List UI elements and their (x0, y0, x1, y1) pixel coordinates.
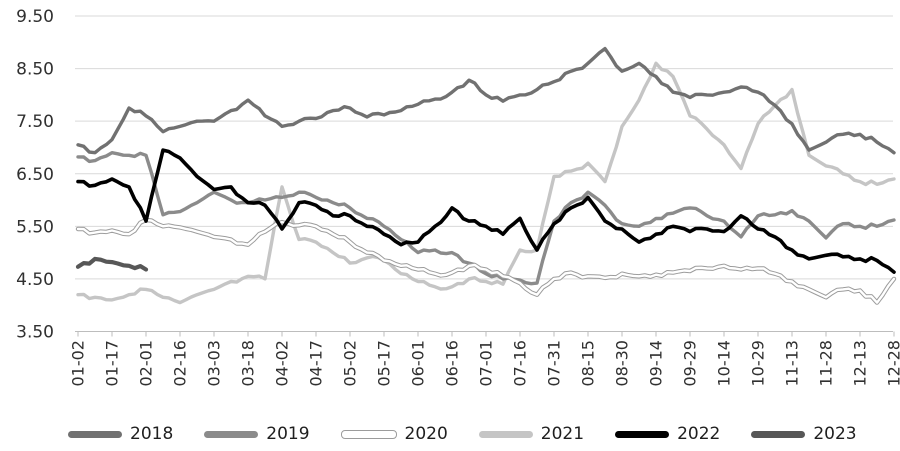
y-tick-label: 3.50 (16, 323, 54, 343)
x-tick-label: 07-31 (545, 340, 564, 387)
legend-swatch-2023 (751, 430, 806, 438)
line-chart-plot: 9.50 8.50 7.50 6.50 5.50 4.50 3.50 01-02 01-17 02… (16, 7, 900, 387)
legend-label: 2023 (813, 423, 857, 444)
x-tick-label: 02-01 (137, 340, 156, 387)
series-2019-line (76, 151, 896, 286)
legend-item-2019: 2019 (204, 423, 310, 444)
series-2018-line (76, 46, 896, 155)
legend-item-2021: 2021 (478, 423, 585, 444)
legend-swatch-2019 (204, 430, 259, 438)
series-2023-line (75, 256, 149, 272)
x-tick-label: 09-14 (647, 340, 666, 387)
x-tick-label: 12-13 (851, 340, 870, 387)
legend-label: 2021 (540, 423, 585, 444)
legend-label: 2022 (677, 423, 721, 444)
x-tick-label: 07-01 (477, 340, 496, 387)
x-tick-label: 04-02 (273, 340, 292, 387)
x-tick-label: 08-30 (613, 340, 632, 387)
x-tick-label: 03-18 (239, 340, 258, 387)
x-tick-label: 09-29 (681, 340, 700, 387)
legend-item-2022: 2022 (615, 423, 721, 444)
legend-swatch-2022 (615, 430, 670, 438)
x-tick-label: 08-15 (579, 340, 598, 387)
x-tick-label: 07-16 (511, 340, 530, 387)
legend-label: 2020 (404, 423, 448, 444)
y-tick-label: 7.50 (16, 112, 54, 132)
series-2020-line (76, 218, 896, 304)
x-tick-label: 02-16 (171, 340, 190, 387)
y-tick-label: 4.50 (16, 270, 54, 290)
x-tick-label: 01-02 (69, 340, 88, 387)
x-tick-label: 12-28 (885, 340, 900, 387)
x-tick-label: 11-13 (783, 340, 802, 387)
legend-label: 2019 (266, 423, 310, 444)
series-2022-line (76, 148, 896, 274)
x-tick-label: 06-16 (443, 340, 462, 387)
x-tick-label: 03-03 (205, 340, 224, 387)
x-tick-label: 05-02 (341, 340, 360, 387)
y-tick-label: 5.50 (16, 217, 54, 237)
x-tick-label: 10-14 (715, 340, 734, 387)
legend-item-2023: 2023 (751, 423, 857, 444)
legend-item-2020: 2020 (340, 423, 448, 444)
x-tick-label: 10-29 (749, 340, 768, 387)
legend-item-2018: 2018 (68, 423, 174, 444)
legend-swatch-2021 (478, 430, 533, 438)
y-tick-label: 8.50 (16, 60, 54, 80)
y-tick-label: 6.50 (16, 165, 54, 185)
series-2021-line (76, 61, 896, 305)
legend-swatch-2018 (68, 430, 122, 438)
x-tick-label: 06-01 (409, 340, 428, 387)
chart-legend: 2018 2019 2020 2021 2022 2023 (68, 420, 896, 448)
legend-swatch-2020 (340, 429, 397, 439)
x-tick-label: 04-17 (307, 340, 326, 387)
y-tick-label: 9.50 (16, 7, 54, 27)
x-tick-label: 01-17 (103, 340, 122, 387)
x-tick-label: 05-17 (375, 340, 394, 387)
legend-label: 2018 (130, 423, 174, 444)
x-tick-label: 11-28 (817, 340, 836, 387)
